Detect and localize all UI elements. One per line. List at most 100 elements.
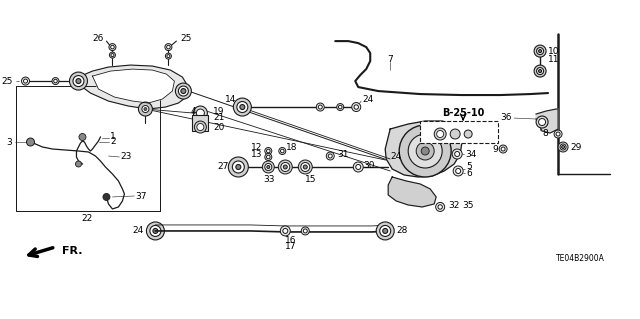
Text: 1: 1 [111,131,116,141]
Text: 15: 15 [305,175,317,184]
Text: 25: 25 [180,33,192,43]
Circle shape [416,142,434,160]
Text: 21: 21 [213,113,225,122]
Circle shape [539,49,541,53]
Circle shape [76,161,81,167]
Circle shape [434,128,446,140]
Polygon shape [92,69,174,103]
Circle shape [536,68,543,75]
Circle shape [278,160,292,174]
Circle shape [142,106,149,113]
Circle shape [175,83,191,99]
Text: 8: 8 [542,129,548,137]
Text: 2: 2 [111,137,116,145]
Text: 19: 19 [213,107,225,115]
Circle shape [421,147,429,155]
Circle shape [76,78,81,84]
Text: TE04B2900A: TE04B2900A [556,255,605,263]
Circle shape [464,130,472,138]
Circle shape [153,228,158,234]
Circle shape [380,226,390,236]
Circle shape [454,152,460,157]
Text: 37: 37 [136,192,147,202]
Circle shape [138,102,152,116]
Circle shape [499,145,507,153]
Text: 3: 3 [7,137,13,146]
Circle shape [339,105,342,109]
Circle shape [79,134,86,140]
Bar [193,115,209,131]
Text: 34: 34 [465,150,477,159]
Circle shape [353,162,364,172]
Text: 28: 28 [396,226,408,235]
Circle shape [70,72,88,90]
Circle shape [337,104,344,111]
Circle shape [560,144,566,150]
Circle shape [196,109,204,117]
Circle shape [265,164,272,170]
Text: 14: 14 [225,94,236,104]
Circle shape [303,229,307,233]
Circle shape [24,79,28,83]
Polygon shape [536,109,558,133]
Circle shape [181,89,186,93]
Text: 24: 24 [362,94,374,104]
Text: 30: 30 [364,161,375,170]
Circle shape [501,147,505,151]
Circle shape [536,116,548,128]
Circle shape [536,48,543,55]
Circle shape [456,168,461,174]
Circle shape [240,105,245,109]
Circle shape [237,101,248,113]
Circle shape [354,105,358,109]
Circle shape [54,79,58,83]
Circle shape [301,227,309,235]
Circle shape [280,226,291,236]
Circle shape [266,149,270,153]
Circle shape [232,161,244,173]
Circle shape [318,105,323,109]
Polygon shape [79,65,188,109]
Text: 4: 4 [191,107,196,115]
Circle shape [453,166,463,176]
Circle shape [22,77,29,85]
Circle shape [554,130,562,138]
Circle shape [111,45,114,49]
Circle shape [266,155,270,159]
Circle shape [534,45,546,57]
Text: 7: 7 [387,55,393,63]
Circle shape [195,121,206,133]
Circle shape [284,165,287,169]
Text: 31: 31 [337,150,349,159]
Circle shape [167,55,170,58]
Circle shape [303,165,307,169]
Circle shape [376,222,394,240]
Circle shape [556,132,560,136]
Text: 22: 22 [82,214,93,223]
Circle shape [166,45,170,49]
Text: 12: 12 [251,143,262,152]
Circle shape [408,134,442,168]
Text: B-25-10: B-25-10 [442,108,484,118]
Circle shape [328,154,332,158]
Circle shape [165,44,172,51]
Text: 27: 27 [217,162,228,172]
Text: FR.: FR. [63,246,83,256]
Circle shape [283,228,288,234]
Polygon shape [385,121,462,177]
Circle shape [262,161,275,173]
Circle shape [436,130,444,137]
Text: 24: 24 [132,226,143,235]
Text: 32: 32 [448,202,460,211]
Text: 26: 26 [92,33,104,43]
Text: 25: 25 [1,77,13,85]
Circle shape [179,86,188,96]
Text: 23: 23 [120,152,132,160]
Text: 10: 10 [548,47,559,56]
Circle shape [236,165,241,169]
Text: 16: 16 [285,236,296,245]
Circle shape [197,123,204,130]
Circle shape [144,108,147,111]
Circle shape [267,166,270,168]
Circle shape [109,52,115,58]
